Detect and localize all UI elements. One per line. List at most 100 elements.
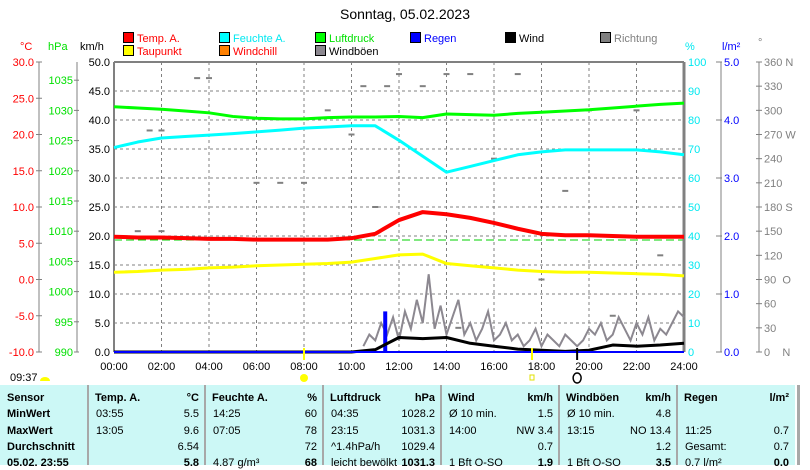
- panel-divider: [797, 385, 800, 465]
- column-unit: l/m²: [769, 392, 789, 404]
- cell-value: 3.5: [655, 457, 671, 469]
- column-header: Sensor: [7, 392, 45, 404]
- unit-label-speed: km/h: [80, 41, 104, 53]
- column-separator: [440, 385, 442, 465]
- column-unit: km/h: [527, 392, 553, 404]
- legend-item: Windchill: [219, 45, 277, 58]
- cell-detail: Gesamt:: [685, 441, 727, 453]
- speed-tick-label: 10.0: [89, 289, 110, 301]
- rain-tick-label: 4.0: [724, 115, 739, 127]
- column-separator: [676, 385, 678, 465]
- cell-value: NW 3.4: [516, 425, 553, 437]
- column-separator: [204, 385, 206, 465]
- time-tick-label: 06:00: [243, 361, 271, 373]
- legend-swatch: [219, 45, 230, 56]
- legend-item: Wind: [505, 32, 544, 45]
- pressure-tick-label: 1010: [49, 226, 73, 238]
- pressure-tick-label: 1030: [49, 105, 73, 117]
- time-tick-label: 10:00: [338, 361, 366, 373]
- direction-tick-label: 90 O: [764, 275, 791, 287]
- cell-detail: 11:25: [685, 425, 712, 437]
- cell-value: 68: [304, 457, 317, 469]
- cell-detail: 04:35: [331, 408, 359, 420]
- cell-value: 5.5: [183, 408, 199, 420]
- series-line-taupunkt: [113, 252, 685, 278]
- pressure-tick-label: 1020: [49, 166, 73, 178]
- speed-tick-label: 30.0: [89, 173, 110, 185]
- cell-value: 9.6: [183, 425, 199, 437]
- row-label: 05.02. 23:55: [7, 457, 69, 469]
- column-separator: [322, 385, 324, 465]
- daylight-icon: [40, 377, 50, 381]
- cell-value: 1.9: [537, 457, 553, 469]
- statistics-table: Sensor Temp. A. °C Feuchte A.% Luftdruck hPa W…: [0, 385, 795, 469]
- cell-detail: 14:25: [213, 408, 241, 420]
- legend-item: Regen: [410, 32, 456, 45]
- temp-tick-label: 10.0: [13, 202, 34, 214]
- speed-tick-label: 0.0: [95, 347, 110, 359]
- column-header: Temp. A.: [95, 392, 141, 404]
- column-header: Windböen: [566, 392, 620, 404]
- humidity-tick-label: 50: [688, 202, 700, 214]
- row-label: MaxWert: [7, 425, 53, 437]
- direction-tick-label: 150: [764, 226, 782, 238]
- cell-detail: 14:00: [449, 425, 477, 437]
- unit-label-humidity: %: [685, 41, 695, 53]
- legend-label: Feuchte A.: [233, 33, 286, 45]
- legend-swatch: [219, 32, 230, 43]
- time-tick-label: 00:00: [100, 361, 128, 373]
- legend-item: Richtung: [600, 32, 657, 45]
- direction-tick-label: 60: [764, 299, 776, 311]
- humidity-tick-label: 100: [688, 57, 706, 69]
- legend-label: Temp. A.: [137, 33, 180, 45]
- cell-value: NO 13.4: [630, 425, 671, 437]
- cell-value: 6.54: [177, 441, 199, 453]
- legend-swatch: [315, 32, 326, 43]
- cell-value: 1029.4: [401, 441, 435, 453]
- cell-value: 0.0: [773, 457, 789, 469]
- legend-swatch: [600, 32, 611, 43]
- time-tick-label: 16:00: [480, 361, 508, 373]
- temp-tick-label: 20.0: [13, 130, 34, 142]
- temp-tick-label: 0.0: [19, 275, 34, 287]
- pressure-tick-label: 995: [55, 317, 73, 329]
- time-tick-label: 22:00: [623, 361, 651, 373]
- rain-tick-label: 5.0: [724, 57, 739, 69]
- direction-tick-label: 330: [764, 81, 782, 93]
- legend-label: Luftdruck: [329, 33, 375, 45]
- cell-value: 1028.2: [401, 408, 435, 420]
- cell-value: 1031.3: [401, 457, 435, 469]
- temp-tick-label: -10.0: [9, 347, 34, 359]
- column-header: Feuchte A.: [212, 392, 268, 404]
- pressure-tick-label: 1015: [49, 196, 73, 208]
- speed-tick-label: 25.0: [89, 202, 110, 214]
- chart-title: Sonntag, 05.02.2023: [339, 6, 470, 22]
- time-tick-label: 12:00: [385, 361, 413, 373]
- column-unit: °C: [186, 392, 199, 404]
- temp-tick-label: -5.0: [15, 311, 34, 323]
- legend-item: Feuchte A.: [219, 32, 286, 45]
- speed-tick-label: 15.0: [89, 260, 110, 272]
- time-tick-label: 04:00: [195, 361, 223, 373]
- weather-chart: °C hPa km/h% l/m² ° 30.0 25.0 20.0 15.0 10.0 5.0 0.…: [9, 37, 796, 384]
- time-tick-label: 08:00: [290, 361, 318, 373]
- column-unit: km/h: [645, 392, 671, 404]
- legend-swatch: [123, 45, 134, 56]
- pressure-tick-label: 1025: [49, 136, 73, 148]
- direction-tick-label: 210: [764, 178, 782, 190]
- speed-tick-label: 40.0: [89, 115, 110, 127]
- direction-tick-label: 0 N: [764, 347, 790, 359]
- temp-tick-label: 25.0: [13, 93, 34, 105]
- temp-tick-label: 5.0: [19, 238, 34, 250]
- speed-tick-label: 5.0: [95, 318, 110, 330]
- legend-swatch: [315, 45, 326, 56]
- cell-value: 5.8: [183, 457, 199, 469]
- cell-value: 0.7: [537, 441, 553, 453]
- temp-tick-label: 30.0: [13, 57, 34, 69]
- cell-detail: 03:55: [96, 408, 124, 420]
- time-tick-label: 14:00: [433, 361, 461, 373]
- rain-tick-label: 0.0: [724, 347, 739, 359]
- column-header: Wind: [448, 392, 475, 404]
- legend-label: Windchill: [233, 46, 278, 58]
- humidity-tick-label: 20: [688, 289, 700, 301]
